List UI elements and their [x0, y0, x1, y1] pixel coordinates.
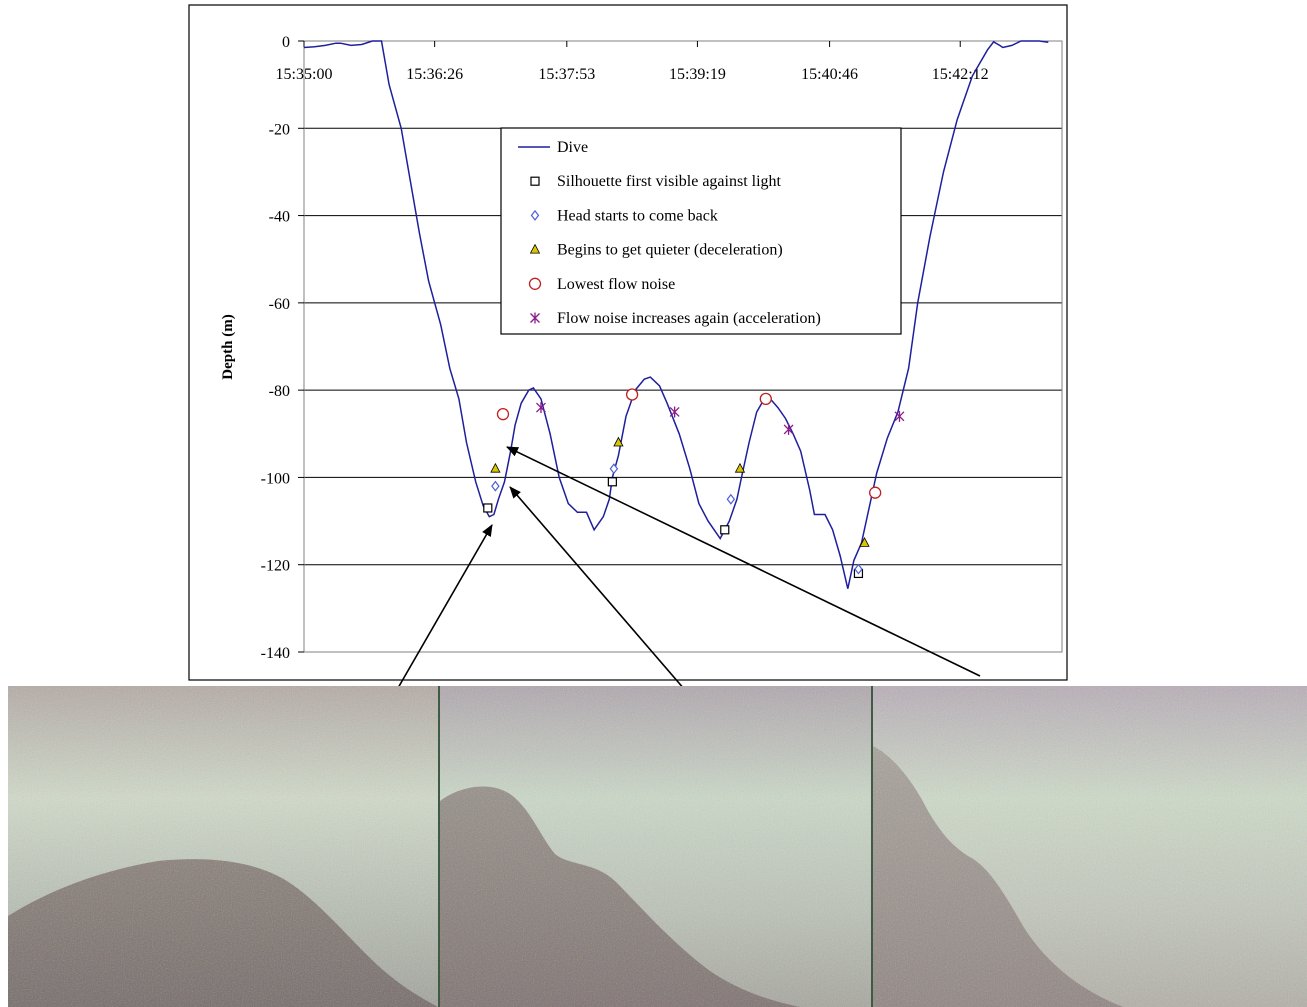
legend-entry: Flow noise increases again (acceleration… [557, 310, 821, 327]
event-markers [483, 388, 905, 579]
y-tick-label: -40 [269, 209, 290, 226]
y-tick-label: -60 [269, 296, 290, 313]
legend-swatch-lowest-noise-marker [528, 277, 542, 290]
y-tick-label: -20 [269, 121, 290, 138]
x-tick-label: 15:37:53 [538, 66, 595, 83]
photo-strip [8, 686, 1307, 1007]
lowest-noise-marker [759, 392, 772, 406]
photo-panel-getting-quieter [873, 686, 1307, 1007]
acceleration-marker [894, 410, 905, 422]
photo-divider [438, 686, 440, 1007]
dive-line [303, 40, 1049, 589]
lowest-noise-marker [869, 486, 882, 499]
arrow-to-head-marker [509, 486, 683, 686]
y-tick-label: 0 [282, 34, 290, 51]
acceleration-marker [669, 406, 680, 418]
legend-entry: Head starts to come back [557, 207, 718, 224]
acceleration-marker [536, 402, 546, 414]
head-marker [726, 493, 736, 505]
quieter-marker [613, 436, 624, 447]
lowest-noise-marker [496, 407, 510, 421]
x-tick-label: 15:36:26 [406, 66, 463, 83]
silhouette-marker [607, 477, 617, 487]
dive-series [303, 40, 1049, 589]
legend: Dive Silhouette first visible against lig… [500, 127, 902, 335]
head-marker [609, 463, 619, 475]
quieter-marker [490, 462, 501, 473]
photo-panel-silhouette-visible [8, 686, 438, 1007]
legend-entry: Silhouette first visible against light [557, 173, 782, 190]
y-tick-label: -120 [261, 558, 290, 575]
arrow-to-silhouette-marker [398, 524, 493, 686]
x-tick-label: 15:35:00 [276, 66, 333, 83]
photo-panel-head-returning [440, 686, 871, 1007]
annotation-arrows [398, 446, 981, 686]
chart-frame [188, 4, 1068, 681]
legend-entry: Dive [557, 139, 588, 156]
lowest-noise-marker [625, 388, 639, 401]
y-tick-label: -100 [261, 470, 290, 487]
quieter-marker [734, 462, 746, 473]
legend-entry: Begins to get quieter (deceleration) [557, 242, 783, 259]
arrow-to-quieter-marker [506, 446, 981, 677]
y-tick-label: -140 [261, 645, 290, 662]
legend-swatch-acceleration-marker [530, 312, 540, 324]
legend-swatch-silhouette-marker [530, 176, 540, 186]
plot-area-border [303, 40, 1063, 653]
y-axis-label: Depth (m) [220, 314, 236, 379]
silhouette-marker [483, 503, 493, 513]
legend-swatch-head-marker [530, 209, 540, 221]
quieter-marker [859, 537, 870, 547]
x-tick-labels: 15:35:00 15:36:26 15:37:53 15:39:19 15:40:46… [276, 41, 989, 83]
silhouette-marker [720, 525, 730, 535]
y-tick-label: -80 [269, 383, 290, 400]
x-tick-label: 15:42:12 [932, 66, 989, 83]
x-tick-label: 15:40:46 [801, 66, 858, 83]
legend-swatch-quieter-marker [529, 243, 541, 254]
y-tick-labels: 0 -20 -40 -60 -80 -100 -120 -140 [261, 34, 304, 662]
head-marker [854, 563, 863, 575]
acceleration-marker [783, 423, 794, 435]
depth-chart: 0 -20 -40 -60 -80 -100 -120 -140 15:35:00 15:36:… [188, 4, 1068, 686]
photo-divider [871, 686, 873, 1007]
legend-entry: Lowest flow noise [557, 276, 675, 293]
head-marker [491, 480, 500, 492]
x-tick-label: 15:39:19 [669, 66, 726, 83]
legend-box [500, 127, 902, 335]
